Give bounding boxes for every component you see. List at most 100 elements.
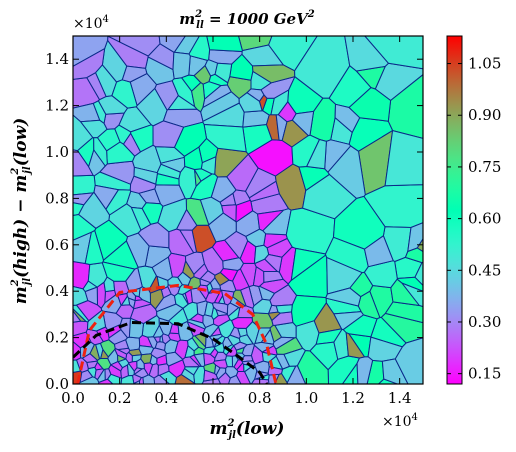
voronoi-cell <box>188 36 211 61</box>
x-tick-label: 0.6 <box>201 389 225 407</box>
y-tick-label: 0.4 <box>45 282 69 300</box>
voronoi-cell <box>167 252 187 278</box>
red-contour-line <box>76 283 278 384</box>
y-tick-label: 0.6 <box>45 236 69 254</box>
voronoi-cell <box>235 199 254 223</box>
voronoi-cell <box>357 290 381 320</box>
colorbar-tick-label: 0.75 <box>468 158 501 176</box>
voronoi-cell <box>231 317 253 329</box>
voronoi-cell <box>120 295 131 306</box>
colorbar-tick-label: 0.30 <box>468 313 501 331</box>
colorbar <box>446 35 463 385</box>
voronoi-cell <box>277 101 297 123</box>
voronoi-cell <box>381 358 409 384</box>
voronoi-cell <box>364 235 394 268</box>
voronoi-cell <box>76 300 103 322</box>
voronoi-cell <box>364 36 423 70</box>
voronoi-cell <box>193 353 206 367</box>
voronoi-cell <box>275 304 293 314</box>
voronoi-cell <box>128 360 138 372</box>
voronoi-cell <box>253 244 270 264</box>
voronoi-cell <box>114 348 128 360</box>
voronoi-cell <box>114 339 129 351</box>
voronoi-cell <box>88 149 106 177</box>
x-axis-multiplier: ×104 <box>382 412 418 430</box>
voronoi-cell <box>264 254 283 273</box>
voronoi-cell <box>96 358 112 370</box>
voronoi-cell <box>252 266 265 287</box>
colorbar-tick-label: 0.90 <box>468 106 501 124</box>
voronoi-cell <box>73 174 96 196</box>
x-axis-ticks: 0.0 0.2 0.4 0.6 0.8 1.0 1.2 1.4 <box>61 36 412 407</box>
y-tick-label: 0.8 <box>45 189 69 207</box>
voronoi-cell <box>306 139 327 170</box>
voronoi-cell <box>130 206 152 231</box>
voronoi-cell <box>150 347 167 359</box>
voronoi-cell <box>174 374 196 384</box>
voronoi-cell <box>254 360 270 374</box>
voronoi-cell <box>404 247 423 264</box>
x-tick-label: 1.4 <box>388 389 412 407</box>
voronoi-cell <box>184 345 195 358</box>
x-tick-label: 0.0 <box>61 389 85 407</box>
plot-area <box>73 36 423 384</box>
voronoi-cell <box>246 88 265 102</box>
voronoi-cell <box>206 36 243 52</box>
voronoi-cell <box>191 82 206 113</box>
plot-frame <box>72 35 424 385</box>
voronoi-cell <box>179 229 197 254</box>
voronoi-cell <box>73 114 94 152</box>
voronoi-cell <box>325 287 362 307</box>
x-tick-label: 0.8 <box>248 389 272 407</box>
y-tick-label: 0.0 <box>45 375 69 393</box>
voronoi-cell <box>394 337 423 384</box>
voronoi-cell <box>201 246 224 276</box>
voronoi-cell <box>202 84 232 108</box>
voronoi-cell <box>147 43 175 71</box>
colorbar-tick-label: 0.15 <box>468 365 501 383</box>
voronoi-cell <box>294 36 351 99</box>
voronoi-cell <box>156 303 184 322</box>
voronoi-cell <box>384 130 423 187</box>
colorbar-tick-label: 0.60 <box>468 210 501 228</box>
voronoi-cell <box>79 369 94 383</box>
contour-lines <box>73 283 278 384</box>
voronoi-cell <box>242 110 270 128</box>
voronoi-cell <box>213 342 225 353</box>
colorbar-tick-label: 0.45 <box>468 261 501 279</box>
voronoi-cell <box>172 51 191 80</box>
chart-title: m2 ll = 1000 GeV2 <box>179 9 314 31</box>
voronoi-cell <box>137 222 170 249</box>
y-tick-label: 1.4 <box>45 50 69 68</box>
voronoi-cell <box>245 228 267 248</box>
voronoi-cell <box>291 110 315 137</box>
voronoi-cell <box>182 260 195 280</box>
y-axis-multiplier: ×104 <box>73 14 109 32</box>
voronoi-cell <box>78 191 110 229</box>
voronoi-cell <box>253 341 275 353</box>
voronoi-cell <box>157 198 187 233</box>
voronoi-cell <box>344 36 389 72</box>
y-tick-label: 1.0 <box>45 143 69 161</box>
voronoi-cell <box>236 362 245 372</box>
voronoi-cell <box>110 361 123 372</box>
x-tick-label: 1.0 <box>294 389 318 407</box>
voronoi-cell <box>226 153 259 192</box>
voronoi-cell <box>281 365 297 384</box>
voronoi-cell <box>199 196 224 226</box>
voronoi-cell <box>225 366 239 379</box>
voronoi-cell <box>133 166 158 185</box>
voronoi-cell <box>100 349 109 359</box>
voronoi-cell <box>186 319 206 330</box>
voronoi-cells <box>73 36 423 384</box>
colorbar-ticks: 0.15 0.30 0.45 0.60 0.75 0.90 1.05 <box>447 55 501 383</box>
y-axis-label: m2jl(high) − m2jl(low) <box>10 118 33 305</box>
voronoi-cell <box>101 261 136 282</box>
voronoi-cell <box>152 324 164 338</box>
colorbar-tick-label: 1.05 <box>468 55 501 73</box>
voronoi-cell <box>73 48 106 80</box>
voronoi-cell <box>149 289 164 310</box>
voronoi-cell <box>120 375 135 384</box>
voronoi-cell <box>203 369 219 382</box>
voronoi-cell <box>348 87 392 122</box>
